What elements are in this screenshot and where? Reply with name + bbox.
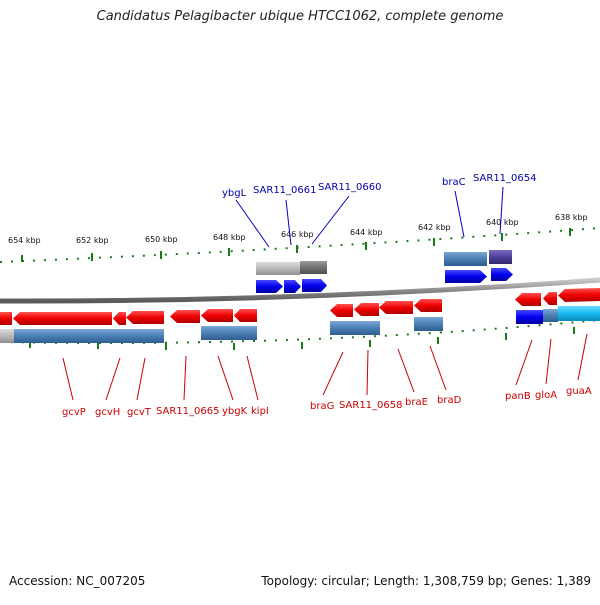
pseudo-gene-bar [256, 262, 300, 275]
lower-major-ticks [29, 327, 575, 350]
cds-bar [543, 309, 558, 322]
scale-tick-label: 654 kbp [8, 236, 41, 245]
gene-label-braD: braD [437, 395, 462, 406]
scale-tick-label: 640 kbp [486, 218, 519, 227]
scale-tick-label: 648 kbp [213, 233, 246, 242]
gene-arrow-forward[interactable] [491, 268, 513, 281]
pseudo-gene-bar [0, 329, 14, 343]
cds-bar [414, 317, 443, 331]
gene-arrow-forward[interactable] [302, 279, 327, 292]
topology-summary: Topology: circular; Length: 1,308,759 bp… [261, 574, 591, 588]
gene-arrow-reverse[interactable] [170, 310, 200, 323]
gene-label-gcvP: gcvP [62, 407, 86, 418]
gene-arrow-reverse[interactable] [515, 293, 541, 306]
top-label-leaders [235, 186, 504, 248]
gene-label-kipI: kipI [251, 406, 269, 417]
gene-arrow-reverse[interactable] [234, 309, 257, 322]
gene-arrow-reverse[interactable] [543, 292, 557, 305]
gene-label-ybgK: ybgK [222, 406, 248, 417]
scale-tick-label: 652 kbp [76, 236, 109, 245]
gene-arrow-reverse[interactable] [0, 312, 12, 325]
gene-arrow-reverse[interactable] [354, 303, 379, 316]
gene-arrow-forward[interactable] [284, 280, 301, 293]
gene-label-gcvH: gcvH [95, 407, 120, 418]
cds-bar [558, 306, 600, 321]
genome-title: Candidatus Pelagibacter ubique HTCC1062,… [96, 9, 504, 24]
scale-tick-label: 646 kbp [281, 230, 314, 239]
cds-bar [489, 250, 512, 264]
gene-block-forward[interactable] [516, 310, 543, 324]
gene-label-gloA: gloA [535, 390, 557, 401]
gene-label-SAR11_0665: SAR11_0665 [156, 406, 220, 417]
gene-label-ybgL: ybgL [222, 188, 247, 199]
gene-label-gcvT: gcvT [127, 407, 152, 418]
gene-arrow-forward[interactable] [445, 270, 487, 283]
gene-label-braC: braC [442, 177, 466, 188]
gene-arrow-reverse[interactable] [330, 304, 353, 317]
gene-arrow-reverse[interactable] [414, 299, 442, 312]
gene-arrow-forward[interactable] [256, 280, 283, 293]
gene-arrow-reverse[interactable] [379, 301, 413, 314]
bottom-label-leaders [62, 333, 588, 401]
reverse-strand-features [0, 288, 600, 343]
gene-label-SAR11_0661: SAR11_0661 [253, 185, 317, 196]
gene-label-SAR11_0658: SAR11_0658 [339, 400, 403, 411]
gene-label-braE: braE [405, 397, 428, 408]
gene-arrow-reverse[interactable] [13, 312, 112, 325]
gene-label-SAR11_0660: SAR11_0660 [318, 182, 382, 193]
scale-tick-label: 644 kbp [350, 228, 383, 237]
gene-arrow-reverse[interactable] [558, 288, 600, 302]
cds-bar [201, 326, 257, 340]
gene-label-braG: braG [310, 401, 334, 412]
genome-backbone [0, 277, 600, 304]
scale-tick-label: 650 kbp [145, 235, 178, 244]
cds-bar [330, 321, 380, 335]
scale-tick-label: 638 kbp [555, 213, 588, 222]
gene-label-SAR11_0654: SAR11_0654 [473, 173, 537, 184]
cds-bar [14, 329, 164, 343]
gene-arrow-reverse[interactable] [113, 312, 126, 325]
gene-arrow-reverse[interactable] [126, 311, 164, 324]
gene-label-guaA: guaA [566, 386, 592, 397]
accession-text: Accession: NC_007205 [9, 574, 146, 588]
upper-major-ticks [21, 228, 571, 262]
cds-bar [444, 252, 487, 266]
gene-arrow-reverse[interactable] [201, 309, 233, 322]
gene-label-panB: panB [505, 391, 531, 402]
forward-strand-features [256, 250, 543, 324]
pseudo-gene-bar [300, 261, 327, 274]
scale-tick-label: 642 kbp [418, 223, 451, 232]
